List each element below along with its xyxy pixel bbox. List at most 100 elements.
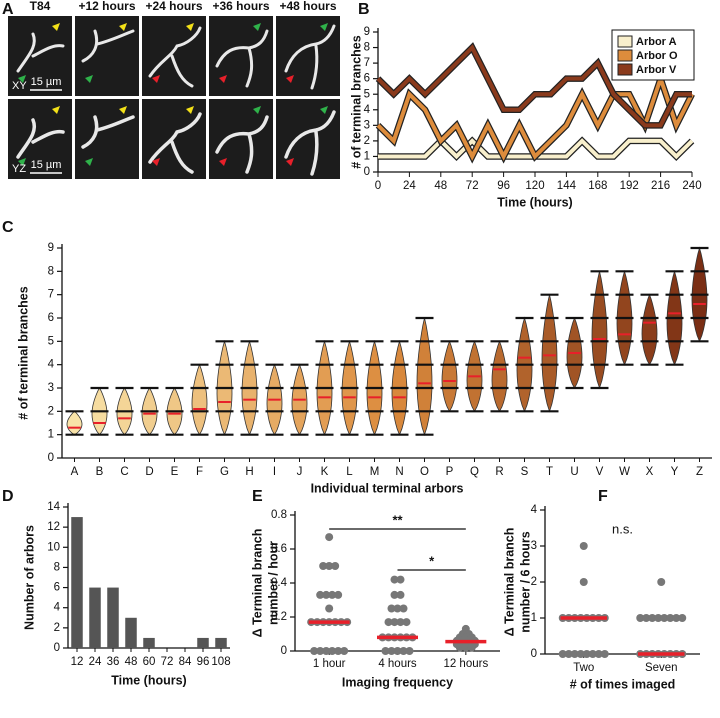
x-axis-label: Time (hours) bbox=[497, 195, 572, 209]
scale-bar-label: 15 µm bbox=[31, 76, 62, 88]
point bbox=[396, 618, 405, 627]
point bbox=[325, 533, 334, 542]
y-tick-label: 1 bbox=[364, 150, 370, 162]
point bbox=[387, 647, 396, 655]
x-tick-label: 72 bbox=[466, 180, 479, 192]
row-label: YZ bbox=[12, 163, 26, 175]
y-tick-label: 2 bbox=[531, 576, 537, 588]
x-tick-label: F bbox=[196, 466, 203, 478]
x-tick-label: 0 bbox=[375, 180, 381, 192]
x-tick-label: 12 hours bbox=[443, 658, 488, 670]
significance: ** bbox=[392, 512, 403, 527]
x-tick-label: 168 bbox=[588, 180, 607, 192]
arrowhead bbox=[52, 23, 60, 31]
x-tick-label: 84 bbox=[179, 656, 192, 668]
arrowhead bbox=[152, 75, 160, 83]
bar bbox=[71, 517, 83, 648]
arrowhead bbox=[52, 106, 60, 114]
x-tick-label: 216 bbox=[651, 180, 670, 192]
arrowhead bbox=[119, 106, 127, 114]
micrograph bbox=[8, 16, 72, 96]
arrowhead bbox=[253, 23, 261, 31]
x-tick-label: S bbox=[521, 466, 529, 478]
point bbox=[576, 650, 585, 658]
point bbox=[384, 618, 393, 627]
arrowhead bbox=[186, 23, 194, 31]
point bbox=[310, 647, 319, 655]
point bbox=[328, 590, 337, 599]
bar bbox=[89, 587, 101, 648]
y-tick-label: 7 bbox=[48, 289, 54, 301]
point bbox=[564, 650, 573, 658]
point bbox=[636, 614, 645, 622]
panel-label: D bbox=[2, 488, 14, 505]
point bbox=[678, 614, 687, 622]
micrograph bbox=[209, 99, 273, 179]
point bbox=[467, 643, 476, 652]
significance: n.s. bbox=[612, 521, 633, 536]
row-label: XY bbox=[12, 80, 27, 92]
y-tick-label: 9 bbox=[48, 242, 54, 254]
x-tick-label: N bbox=[395, 466, 403, 478]
y-tick-label: 1 bbox=[48, 429, 54, 441]
bar bbox=[197, 637, 209, 648]
panel-label: B bbox=[358, 1, 370, 18]
point bbox=[402, 618, 411, 627]
x-tick-label: Two bbox=[573, 662, 594, 674]
line bbox=[376, 44, 692, 128]
y-tick-label: 2 bbox=[364, 135, 370, 147]
violin bbox=[191, 363, 208, 436]
micrograph bbox=[75, 16, 139, 96]
line bbox=[376, 72, 694, 161]
x-tick-label: X bbox=[646, 466, 654, 478]
y-tick-label: 3 bbox=[48, 382, 54, 394]
point bbox=[325, 604, 334, 613]
x-tick-label: R bbox=[495, 466, 503, 478]
y-axis-label: Number of arbors bbox=[22, 525, 36, 630]
arrowhead bbox=[85, 75, 93, 83]
y-axis-label: number / hour bbox=[266, 541, 280, 625]
micrograph bbox=[209, 16, 273, 96]
point bbox=[579, 578, 588, 586]
arrowhead bbox=[152, 158, 160, 166]
legend-swatch bbox=[617, 49, 633, 62]
column-header: T84 bbox=[30, 0, 51, 13]
arrowhead bbox=[320, 23, 328, 31]
x-tick-label: V bbox=[596, 466, 604, 478]
y-tick-label: 0.2 bbox=[271, 611, 287, 623]
x-tick-label: 24 bbox=[403, 180, 416, 192]
point bbox=[322, 647, 331, 655]
point bbox=[316, 647, 325, 655]
panel-label: E bbox=[252, 488, 263, 505]
point bbox=[660, 614, 669, 622]
x-tick-label: A bbox=[71, 466, 79, 478]
point bbox=[588, 650, 597, 658]
point bbox=[657, 578, 666, 586]
arrowhead bbox=[186, 106, 194, 114]
x-tick-label: 144 bbox=[557, 180, 577, 192]
y-tick-label: 4 bbox=[48, 359, 55, 371]
x-tick-label: Y bbox=[671, 466, 679, 478]
y-axis-label: # of terminal branches bbox=[349, 35, 363, 168]
y-tick-label: 0 bbox=[281, 645, 287, 657]
legend-label: Arbor A bbox=[636, 36, 677, 48]
neurite bbox=[16, 118, 65, 159]
neurite bbox=[215, 115, 269, 174]
x-tick-label: 36 bbox=[107, 656, 120, 668]
y-tick-label: 7 bbox=[364, 57, 370, 69]
point bbox=[390, 575, 399, 584]
legend-label: Arbor V bbox=[636, 64, 677, 76]
micrograph bbox=[75, 99, 139, 179]
arrowhead bbox=[119, 23, 127, 31]
legend-swatch bbox=[617, 35, 633, 48]
y-tick-label: 8 bbox=[54, 561, 60, 573]
arrowhead bbox=[219, 75, 227, 83]
bar bbox=[215, 637, 227, 648]
point bbox=[322, 590, 331, 599]
neurite bbox=[148, 26, 202, 88]
y-tick-label: 12 bbox=[47, 521, 60, 533]
point bbox=[390, 590, 399, 599]
point bbox=[672, 614, 681, 622]
x-tick-label: T bbox=[546, 466, 553, 478]
